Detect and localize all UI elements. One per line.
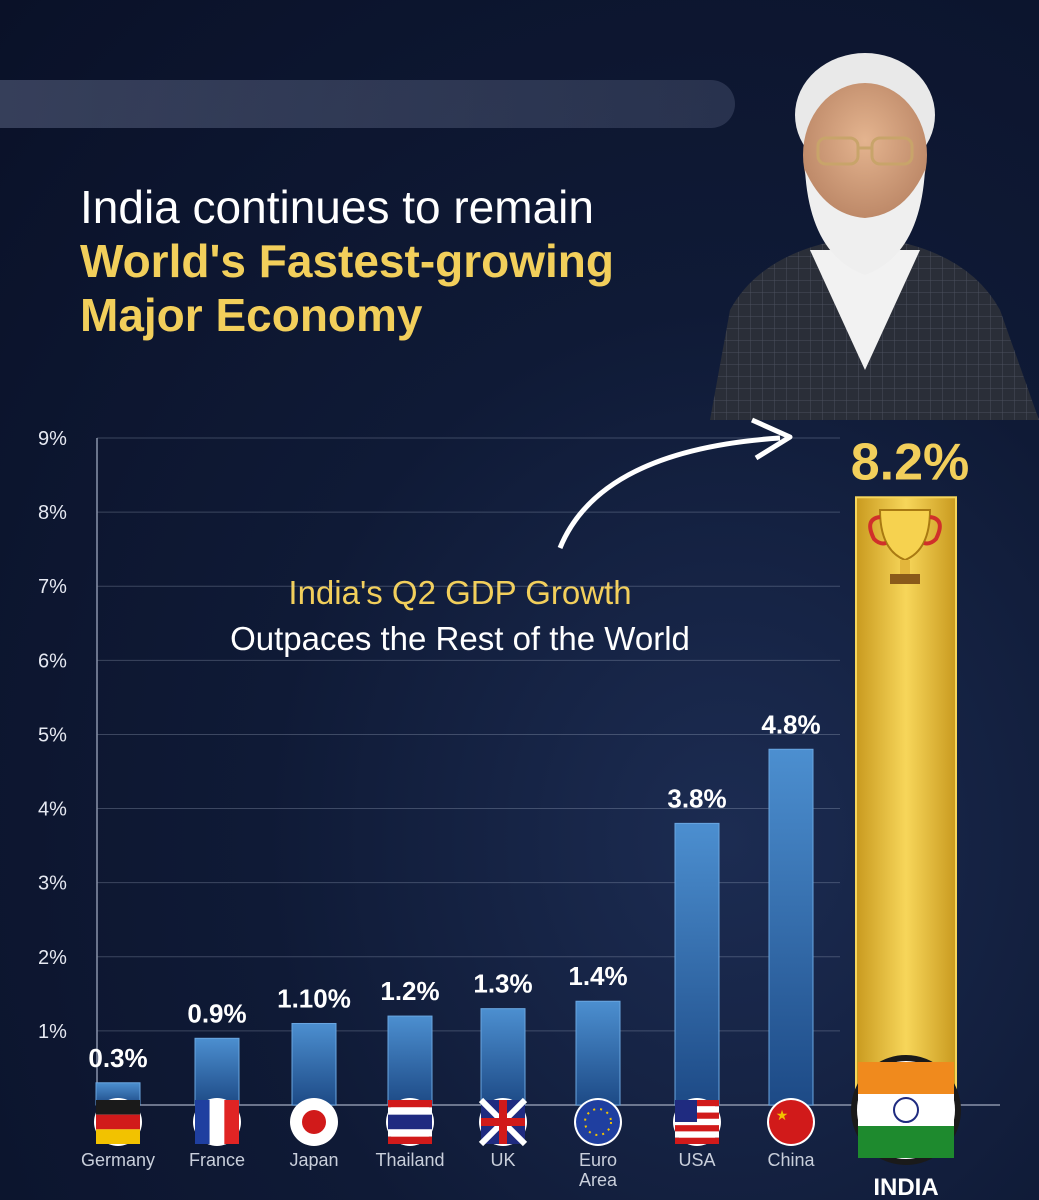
leader-portrait <box>710 53 1039 420</box>
value-label: 0.9% <box>187 998 246 1028</box>
bar-thailand <box>387 1015 433 1106</box>
category-label: France <box>189 1150 245 1170</box>
value-label: 1.4% <box>568 961 627 991</box>
value-label: 3.8% <box>667 783 726 813</box>
flag-uk-icon <box>478 1097 528 1147</box>
category-label: Germany <box>81 1150 155 1170</box>
category-label: Thailand <box>375 1150 444 1170</box>
value-label-india: 8.2% <box>851 433 970 491</box>
y-axis: 1% 2% 3% 4% 5% 6% 7% 8% 9% <box>38 428 1000 1106</box>
subtitle-line-1: India's Q2 GDP Growth <box>288 574 632 611</box>
category-label: INDIA <box>873 1174 938 1200</box>
header-stripe <box>0 80 735 128</box>
bar-euro-area <box>575 1000 621 1106</box>
bar-usa <box>674 822 720 1106</box>
subtitle-line-2: Outpaces the Rest of the World <box>230 620 690 657</box>
country-flags: ★ <box>94 1055 961 1165</box>
curved-arrow-head <box>750 417 793 461</box>
trophy-icon <box>868 509 942 584</box>
y-tick-label: 1% <box>38 1021 67 1043</box>
y-tick-label: 8% <box>38 502 67 524</box>
flag-germany-icon <box>94 1098 142 1146</box>
y-tick-label: 7% <box>38 576 67 598</box>
flag-thailand-icon <box>386 1098 434 1146</box>
bar-japan <box>291 1022 337 1106</box>
flag-euro-area-icon <box>574 1098 622 1146</box>
bar-france <box>194 1037 240 1106</box>
value-label: 1.2% <box>380 976 439 1006</box>
value-label: 4.8% <box>761 709 820 739</box>
category-label: USA <box>678 1150 715 1170</box>
headline-line-3: Major Economy <box>80 289 423 341</box>
y-tick-label: 6% <box>38 650 67 672</box>
y-tick-label: 3% <box>38 873 67 895</box>
flag-india-icon <box>851 1055 961 1165</box>
category-label: Euro <box>579 1150 617 1170</box>
svg-text:★: ★ <box>776 1107 789 1123</box>
flag-japan-icon <box>290 1098 338 1146</box>
category-label: China <box>767 1150 815 1170</box>
value-label: 0.3% <box>88 1043 147 1073</box>
flag-china-icon: ★ <box>767 1098 815 1146</box>
chart-subtitle: India's Q2 GDP Growth Outpaces the Rest … <box>135 570 785 662</box>
category-label: Japan <box>289 1150 338 1170</box>
y-tick-label: 9% <box>38 428 67 450</box>
headline-line-1: India continues to remain <box>80 181 594 233</box>
y-tick-label: 5% <box>38 724 67 746</box>
value-labels: 0.3% 0.9% 1.10% 1.2% 1.3% 1.4% 3.8% 4.8% 8.2% <box>88 433 969 1072</box>
bars <box>95 496 957 1106</box>
curved-arrow-icon <box>557 435 781 549</box>
flag-france-icon <box>193 1098 241 1146</box>
category-label: UK <box>490 1150 515 1170</box>
y-tick-label: 2% <box>38 947 67 969</box>
bar-china <box>768 748 814 1106</box>
headline-line-2: World's Fastest-growing <box>80 235 615 287</box>
flag-usa-icon <box>673 1098 721 1146</box>
headline: India continues to remain World's Fastes… <box>80 180 614 342</box>
bar-uk <box>480 1008 526 1106</box>
category-label: Area <box>579 1170 618 1190</box>
value-label: 1.3% <box>473 969 532 999</box>
value-label: 1.10% <box>277 983 351 1013</box>
y-tick-label: 4% <box>38 799 67 821</box>
bar-india <box>855 496 957 1106</box>
grid-lines <box>97 437 840 1032</box>
